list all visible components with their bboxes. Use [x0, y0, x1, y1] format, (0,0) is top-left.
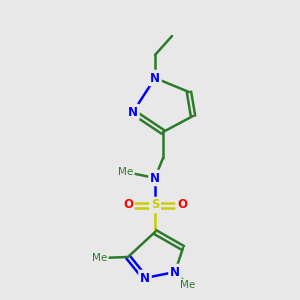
Text: O: O [123, 199, 133, 212]
Text: Me: Me [180, 280, 196, 290]
Text: O: O [177, 199, 187, 212]
Text: N: N [128, 106, 138, 118]
Text: Me: Me [118, 167, 134, 177]
Text: N: N [150, 172, 160, 184]
Text: S: S [151, 199, 159, 212]
Text: N: N [150, 71, 160, 85]
Text: Me: Me [92, 253, 108, 263]
Text: N: N [170, 266, 180, 278]
Text: N: N [140, 272, 150, 284]
